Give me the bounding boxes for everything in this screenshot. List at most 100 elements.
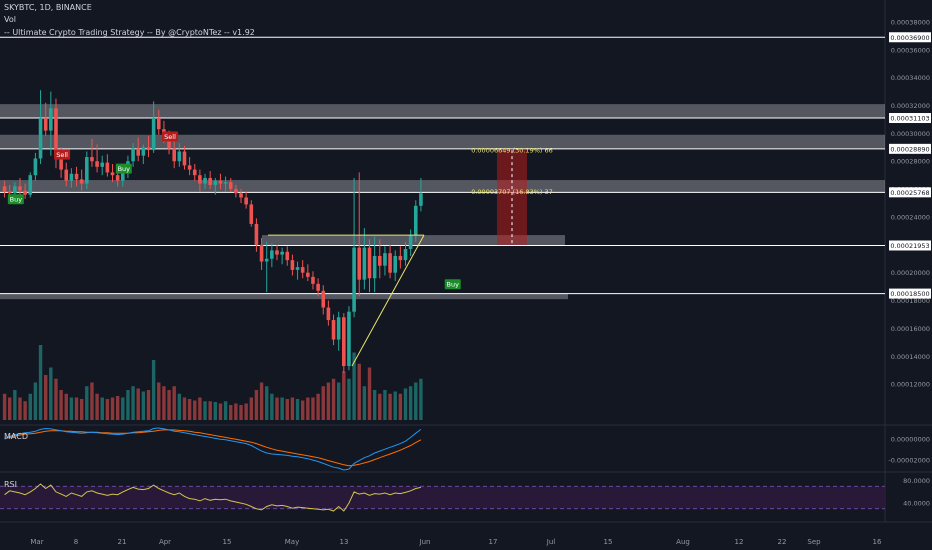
volume-bar <box>95 393 99 420</box>
candle-body <box>151 118 156 151</box>
volume-bar <box>110 397 115 420</box>
volume-bar <box>59 390 63 420</box>
x-tick-label: 22 <box>778 538 787 546</box>
volume-label: Vol <box>4 15 16 24</box>
candle-body <box>388 253 392 273</box>
candle-body <box>419 193 423 206</box>
candle-body <box>239 193 243 198</box>
candle-body <box>33 158 38 176</box>
macd-line <box>4 427 422 471</box>
level-price-label: 0.00025768 <box>890 189 929 197</box>
signal-badge-buy <box>115 163 132 174</box>
x-tick-label: Mar <box>30 538 43 546</box>
candle-body <box>136 148 141 156</box>
strategy-label: -- Ultimate Crypto Trading Strategy -- B… <box>4 28 255 37</box>
candle-body <box>182 151 187 166</box>
x-tick-label: Sep <box>807 538 821 546</box>
rsi-band <box>0 486 885 509</box>
resistance-zone <box>0 134 885 149</box>
candle-body <box>372 255 377 279</box>
volume-bar <box>378 393 382 420</box>
x-tick-label: Jun <box>419 538 431 546</box>
volume-bar <box>336 382 341 420</box>
volume-bar <box>100 397 104 420</box>
resistance-zone <box>262 235 565 246</box>
candle-body <box>357 247 362 280</box>
candle-body <box>13 186 17 194</box>
volume-bar <box>249 397 253 420</box>
level-price-label: 0.00021953 <box>890 242 929 250</box>
candle-body <box>316 283 320 291</box>
volume-bar <box>157 382 161 420</box>
volume-bar <box>105 399 110 420</box>
y-tick-label: 0.00038000 <box>891 18 930 26</box>
candle-body <box>43 118 48 131</box>
candle-body <box>321 290 326 308</box>
x-tick-label: Jul <box>546 538 556 546</box>
level-price-tag <box>889 143 931 154</box>
y-tick-label: 0.00032000 <box>891 102 930 110</box>
volume-bar <box>393 391 397 420</box>
measure-label: 0.00006649 (30.19%) 66 <box>471 146 553 154</box>
x-tick-label: 12 <box>735 538 744 546</box>
y-tick-label: 0.00020000 <box>891 269 930 277</box>
volume-bar <box>131 386 135 420</box>
level-price-label: 0.00031103 <box>890 115 929 123</box>
candle-body <box>146 147 151 151</box>
macd-pane-label: MACD <box>4 432 28 441</box>
candle-body <box>95 161 99 167</box>
candle-body <box>285 251 290 261</box>
signal-badge-sell <box>162 131 179 142</box>
candle-body <box>115 175 120 181</box>
candle-body <box>120 172 125 181</box>
rsi-tick-label: 80.0000 <box>903 477 930 485</box>
candle-body <box>362 247 367 280</box>
candle-body <box>295 267 300 270</box>
candle-body <box>223 182 228 184</box>
level-price-label: 0.00028890 <box>890 145 929 153</box>
candle-body <box>172 148 176 162</box>
candle-body <box>249 204 254 224</box>
candle-body <box>156 118 161 130</box>
candle-body <box>367 247 372 279</box>
volume-bar <box>136 388 140 420</box>
volume-bar <box>126 390 130 420</box>
candle-body <box>342 317 346 367</box>
volume-bar <box>316 393 320 420</box>
level-price-tag <box>889 288 931 299</box>
candle-body <box>244 197 248 205</box>
signal-badge-buy <box>444 279 461 290</box>
signal-label: Buy <box>10 196 23 204</box>
volume-bar <box>203 401 207 420</box>
candle-body <box>290 260 295 270</box>
candle-body <box>187 165 192 170</box>
volume-bar <box>419 378 423 420</box>
candle-body <box>85 157 89 184</box>
volume-bar <box>331 378 336 420</box>
candle-body <box>28 175 33 195</box>
x-tick-label: 21 <box>118 538 127 546</box>
level-price-tag <box>889 32 931 43</box>
volume-bar <box>74 397 79 420</box>
candle-body <box>18 186 22 191</box>
candle-body <box>69 173 74 181</box>
volume-bar <box>151 360 156 420</box>
candle-body <box>228 182 233 190</box>
x-tick-label: 13 <box>340 538 349 546</box>
volume-bar <box>223 401 228 420</box>
x-tick-label: 8 <box>74 538 78 546</box>
candle-body <box>306 272 310 277</box>
signal-badge-buy <box>7 194 24 205</box>
volume-bar <box>300 400 305 420</box>
candle-body <box>393 255 398 273</box>
candle-body <box>208 177 212 185</box>
volume-bar <box>49 367 53 420</box>
volume-bar <box>172 386 176 420</box>
signal-label: Buy <box>118 165 131 173</box>
volume-bar <box>234 403 238 420</box>
volume-bar <box>213 402 218 420</box>
signal-badge-sell <box>54 149 71 160</box>
candle-body <box>218 180 223 184</box>
volume-bar <box>321 386 325 420</box>
